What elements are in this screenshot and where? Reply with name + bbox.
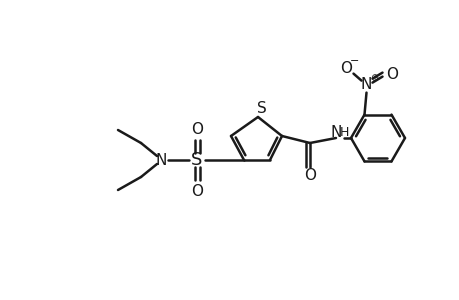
Text: O: O: [190, 184, 202, 199]
Text: N: N: [360, 77, 371, 92]
Text: S: S: [191, 151, 202, 169]
Text: O: O: [386, 67, 397, 82]
Text: S: S: [257, 100, 266, 116]
Text: ⊕: ⊕: [369, 73, 378, 82]
Text: N: N: [330, 124, 341, 140]
Text: H: H: [339, 125, 348, 139]
Text: O: O: [340, 61, 352, 76]
Text: O: O: [190, 122, 202, 136]
Text: O: O: [303, 169, 315, 184]
Text: N: N: [155, 152, 166, 167]
Text: −: −: [349, 56, 358, 66]
